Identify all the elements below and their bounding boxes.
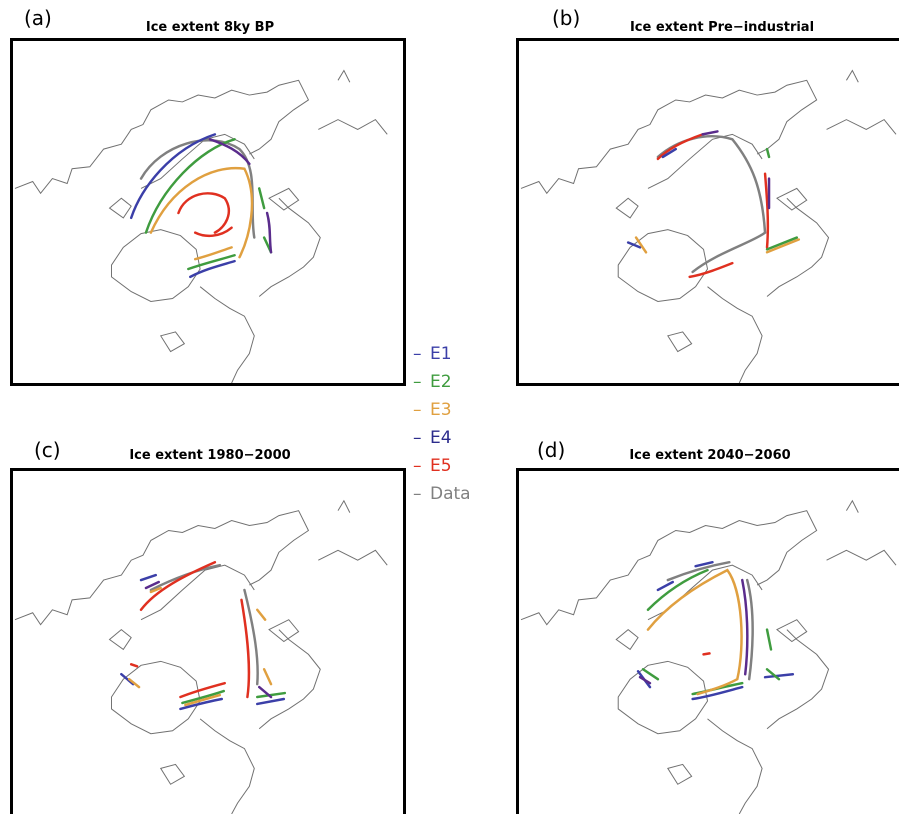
panel-c-map <box>10 468 406 814</box>
legend-item-e4: – E4 <box>413 424 493 452</box>
e5-line <box>702 652 711 656</box>
panel-c-svg <box>14 499 388 814</box>
e2-line <box>765 147 799 251</box>
e3-line <box>634 236 801 254</box>
e3-line <box>646 568 743 696</box>
coast-svalbard <box>159 763 186 785</box>
e1-line <box>120 573 286 711</box>
e4-line <box>701 130 771 210</box>
e3-line <box>149 166 254 261</box>
coast-eurasia <box>199 197 321 383</box>
panel-a-svg <box>14 69 388 383</box>
e5-line <box>656 133 770 279</box>
panel-a-map <box>10 38 406 386</box>
legend-dash: – <box>413 484 422 504</box>
coast-northamerica <box>14 510 310 626</box>
panel-c-letter: (c) <box>34 438 61 462</box>
legend-dash: – <box>413 372 422 392</box>
data-line <box>139 139 256 239</box>
e1-line <box>129 133 217 220</box>
panel-c-title: Ice extent 1980−2000 <box>129 448 291 463</box>
data-line <box>656 135 767 274</box>
coast-far-east <box>318 69 388 135</box>
legend-dash: – <box>413 400 422 420</box>
panel-d-ice-lines <box>636 560 795 701</box>
panel-a-ice-lines <box>129 133 273 279</box>
e5-line <box>177 192 233 238</box>
legend-label: E1 <box>430 344 452 364</box>
legend-label: Data <box>430 484 471 504</box>
legend-dash: – <box>413 456 422 476</box>
panel-a-title: Ice extent 8ky BP <box>145 20 275 35</box>
legend: – E1 – E2 – E3 – E4 – E5 – Data <box>413 340 493 508</box>
e1-line <box>636 560 795 701</box>
e2-line <box>181 689 287 705</box>
panel-a-letter: (a) <box>24 6 52 30</box>
panel-c-ice-lines <box>120 560 287 711</box>
panel-a-coastline <box>14 69 388 383</box>
data-line <box>666 560 754 681</box>
legend-dash: – <box>413 344 422 364</box>
data-line <box>149 563 259 686</box>
e4-line <box>144 580 273 699</box>
e2-south-line <box>187 254 236 271</box>
legend-label: E2 <box>430 372 452 392</box>
legend-item-e3: – E3 <box>413 396 493 424</box>
e1-line <box>626 147 678 249</box>
panel-b-svg <box>520 69 897 383</box>
legend-label: E5 <box>430 456 452 476</box>
panel-d-letter: (d) <box>537 438 566 462</box>
legend-item-data: – Data <box>413 480 493 508</box>
panel-c-coastline <box>14 499 388 814</box>
coast-eurasia <box>707 197 830 383</box>
coast-svalbard <box>667 331 693 353</box>
coast-far-east <box>318 499 388 566</box>
panel-b-title: Ice extent Pre−industrial <box>629 20 815 35</box>
legend-label: E3 <box>430 400 452 420</box>
coast-greenland <box>617 229 709 302</box>
e5-line <box>139 560 251 699</box>
coast-far-east <box>826 499 897 566</box>
coast-northamerica <box>520 510 818 626</box>
coast-far-east <box>826 69 897 135</box>
coast-greenland <box>110 660 201 735</box>
e3-line <box>127 586 273 707</box>
coast-greenland <box>110 229 201 302</box>
coast-arctic-islands <box>615 133 808 219</box>
coast-northamerica <box>520 79 818 195</box>
legend-dash: – <box>413 428 422 448</box>
legend-label: E4 <box>430 428 452 448</box>
e4-line <box>638 578 749 685</box>
panel-d-coastline <box>520 499 897 814</box>
legend-item-e2: – E2 <box>413 368 493 396</box>
coast-svalbard <box>159 331 186 353</box>
coast-svalbard <box>667 763 693 785</box>
coast-arctic-islands <box>108 564 300 651</box>
panel-b-ice-lines <box>626 130 801 279</box>
panel-d-svg <box>520 499 897 814</box>
panel-b-coastline <box>520 69 897 383</box>
coast-eurasia <box>199 629 321 814</box>
coast-eurasia <box>707 629 830 814</box>
e4-line <box>208 138 273 254</box>
panel-d-title: Ice extent 2040−2060 <box>629 448 791 463</box>
legend-item-e5: – E5 <box>413 452 493 480</box>
e2-line <box>641 568 781 696</box>
e1-south-line <box>189 259 236 279</box>
coast-northamerica <box>14 79 310 195</box>
e5-small <box>129 663 139 668</box>
panel-d-map <box>516 468 899 814</box>
coast-greenland <box>617 660 709 735</box>
legend-item-e1: – E1 <box>413 340 493 368</box>
panel-b-map <box>516 38 899 386</box>
panel-b-letter: (b) <box>552 6 581 30</box>
